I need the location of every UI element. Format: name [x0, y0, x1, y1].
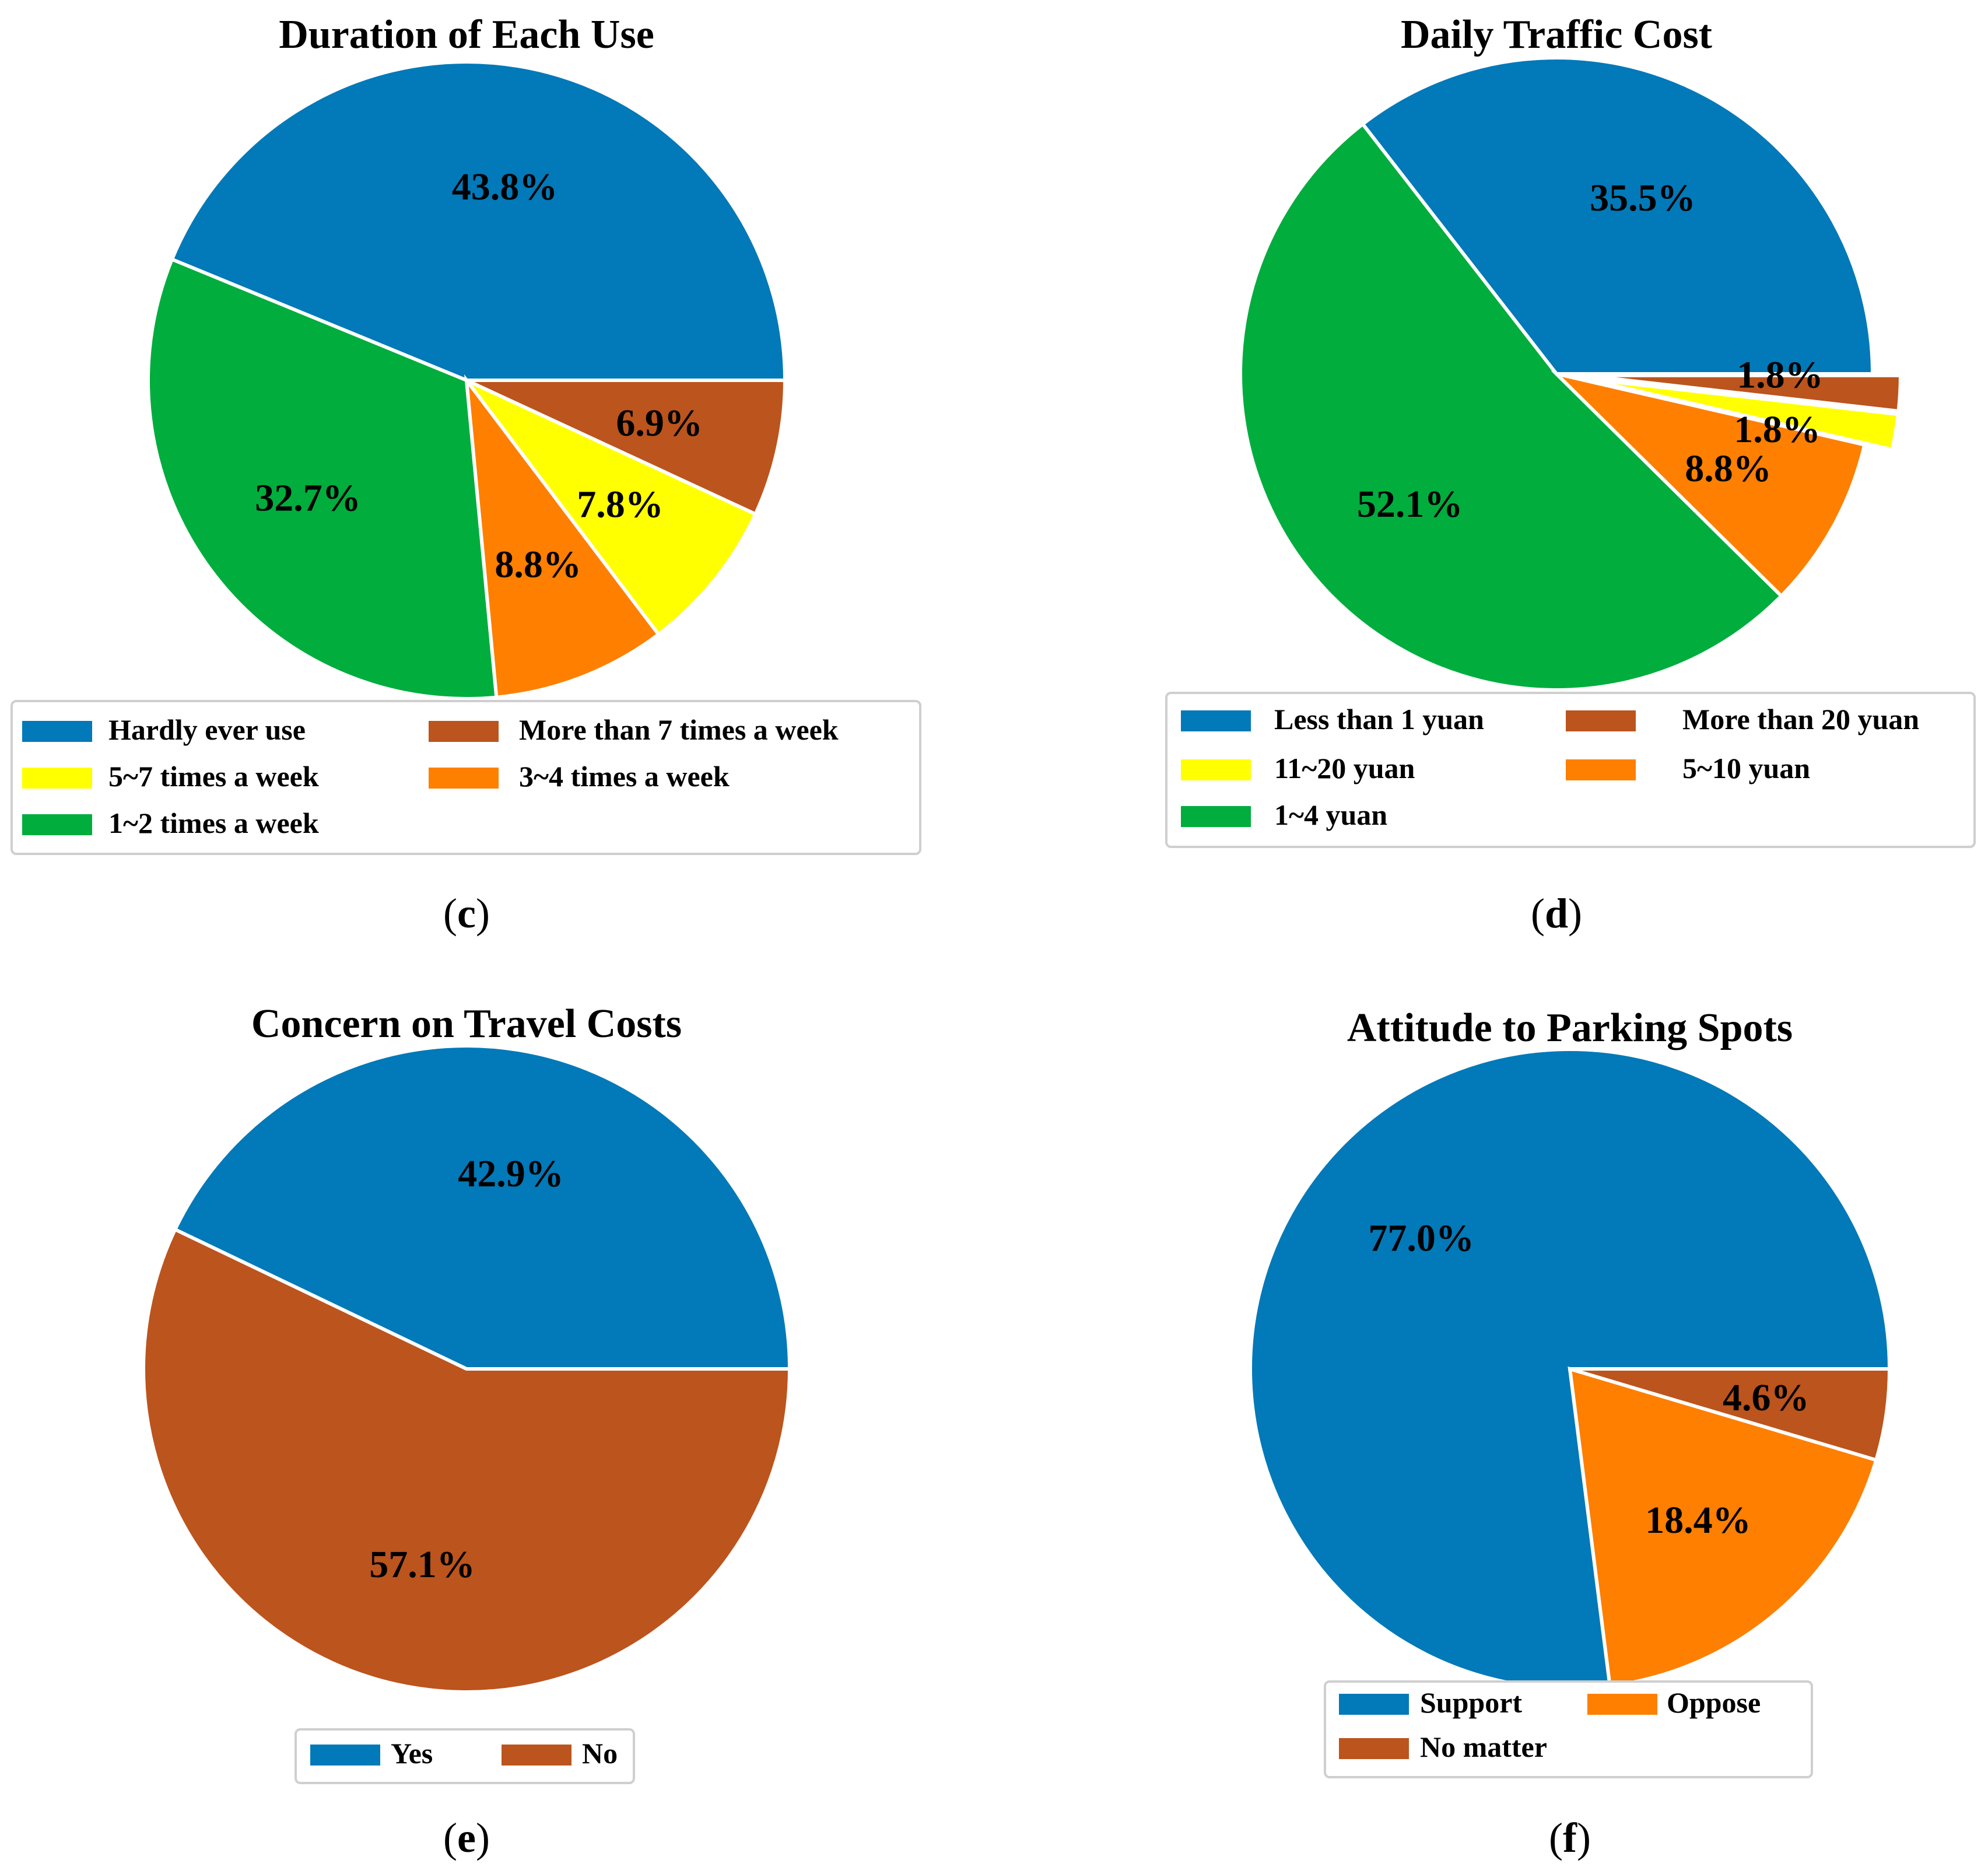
panel-caption: (e) — [443, 1815, 490, 1861]
wedge-5-10-yuan — [1551, 370, 1867, 599]
legend: Hardly ever use 5~7 times a week 1~2 times… — [10, 700, 921, 855]
legend-label-1-2-times-a-week: 1~2 times a week — [108, 807, 319, 839]
legend-label-3-4-times-a-week: 3~4 times a week — [519, 760, 730, 793]
legend-label-more-than-7-times-a-week: More than 7 times a week — [519, 713, 839, 746]
legend-frame — [294, 1728, 635, 1784]
legend-swatch-oppose — [1587, 1694, 1657, 1715]
legend-swatch-1-2-times-a-week — [22, 814, 92, 835]
value-label-less-than-1-yuan: 35.5% — [1590, 177, 1696, 219]
chart-title: Duration of Each Use — [279, 12, 654, 57]
legend-label-no-matter: No matter — [1420, 1731, 1547, 1763]
legend-swatch-5-7-times-a-week — [22, 768, 92, 789]
legend-label-yes: Yes — [391, 1737, 433, 1770]
chart-title: Attitude to Parking Spots — [1347, 1006, 1793, 1050]
wedge-more-than-7-times-a-week — [465, 379, 787, 517]
wedge-1-2-times-a-week — [146, 257, 499, 700]
legend-label-hardly-ever-use: Hardly ever use — [108, 713, 306, 746]
legend-swatch-more-than-20-yuan — [1566, 710, 1636, 731]
legend: Support No matter Oppose — [1324, 1680, 1813, 1778]
value-label-hardly-ever-use: 43.8% — [452, 166, 558, 208]
value-label-5-7-times-a-week: 7.8% — [577, 483, 664, 526]
legend-swatch-no — [502, 1745, 571, 1766]
legend-swatch-yes — [310, 1745, 380, 1766]
chart-title: Daily Traffic Cost — [1401, 12, 1712, 57]
wedge-no — [142, 1227, 792, 1694]
wedge-11-20-yuan — [1583, 377, 1901, 452]
legend: Less than 1 yuan 11~20 yuan 1~4 yuan More t… — [1165, 692, 1976, 848]
legend-label-oppose: Oppose — [1667, 1686, 1761, 1719]
value-label-3-4-times-a-week: 8.8% — [495, 544, 581, 586]
pie-chart-d: Daily Traffic Cost35.5%52.1%8.8%1.8%1.8%… — [1165, 12, 1976, 937]
wedge-more-than-20-yuan — [1584, 373, 1902, 414]
legend-label-less-than-1-yuan: Less than 1 yuan — [1274, 703, 1484, 735]
legend-label-more-than-20-yuan: More than 20 yuan — [1682, 703, 1919, 735]
legend-swatch-less-than-1-yuan — [1181, 710, 1251, 731]
wedge-hardly-ever-use — [169, 60, 787, 382]
value-label-oppose: 18.4% — [1645, 1499, 1751, 1542]
wedge-yes — [173, 1044, 792, 1371]
chart-title: Concern on Travel Costs — [251, 1001, 682, 1046]
wedge-no-matter — [1569, 1367, 1892, 1462]
wedge-3-4-times-a-week — [464, 374, 661, 699]
wedge-5-7-times-a-week — [465, 379, 758, 637]
value-label-yes: 42.9% — [458, 1153, 564, 1195]
legend-label-11-20-yuan: 11~20 yuan — [1274, 752, 1415, 784]
wedge-1-4-yuan — [1239, 121, 1784, 692]
legend-swatch-5-10-yuan — [1566, 759, 1636, 780]
panel-caption: (c) — [443, 890, 490, 937]
legend-label-1-4-yuan: 1~4 yuan — [1274, 798, 1387, 831]
value-label-no-matter: 4.6% — [1723, 1376, 1810, 1419]
legend-label-support: Support — [1420, 1686, 1522, 1719]
legend-swatch-3-4-times-a-week — [429, 768, 499, 789]
wedge-oppose — [1568, 1366, 1879, 1689]
value-label-no: 57.1% — [369, 1543, 475, 1586]
value-label-support: 77.0% — [1368, 1217, 1474, 1259]
legend-swatch-more-than-7-times-a-week — [429, 721, 499, 742]
wedge-less-than-1-yuan — [1360, 56, 1875, 376]
panel-caption: (f) — [1549, 1815, 1591, 1861]
value-label-more-than-20-yuan: 1.8% — [1737, 354, 1824, 397]
legend: Yes No — [294, 1728, 635, 1784]
legend-swatch-support — [1339, 1694, 1409, 1715]
legend-label-no: No — [582, 1737, 618, 1770]
pie-chart-f: Attitude to Parking Spots 77.0% 18.4% 4.6% S… — [1249, 1006, 1892, 1861]
legend-swatch-11-20-yuan — [1181, 759, 1251, 780]
value-label-11-20-yuan: 1.8% — [1734, 408, 1821, 451]
value-label-5-10-yuan: 8.8% — [1685, 447, 1772, 490]
legend-swatch-1-4-yuan — [1181, 806, 1251, 827]
pie-chart-e: Concern on Travel Costs 42.9% 57.1% Yes No (e… — [142, 1001, 792, 1861]
panel-caption: (d) — [1531, 890, 1582, 937]
value-label-more-than-7-times-a-week: 6.9% — [616, 402, 703, 444]
pie-chart-c: Duration of Each Use 43.8% 32.7% 8.8% 7.8% 6.… — [10, 12, 921, 937]
legend-label-5-7-times-a-week: 5~7 times a week — [108, 760, 319, 793]
legend-label-5-10-yuan: 5~10 yuan — [1682, 752, 1810, 784]
legend-frame — [1324, 1680, 1813, 1778]
legend-swatch-no-matter — [1339, 1738, 1409, 1759]
value-label-1-4-yuan: 52.1% — [1357, 483, 1463, 526]
legend-swatch-hardly-ever-use — [22, 721, 92, 742]
value-label-1-2-times-a-week: 32.7% — [255, 477, 361, 520]
